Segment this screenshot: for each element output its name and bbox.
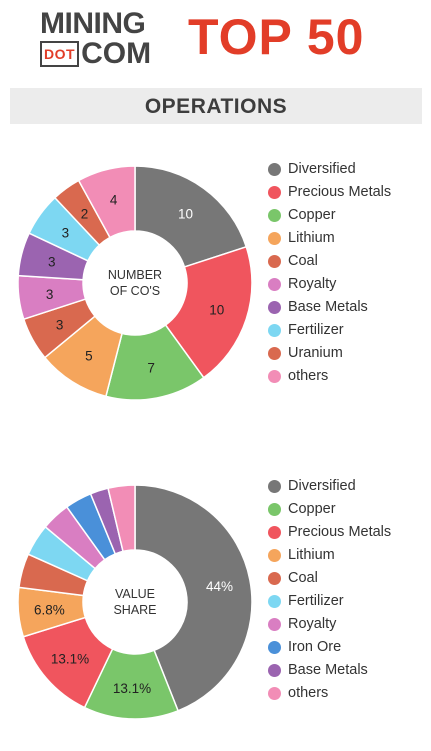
data-label-fertilizer: 3 xyxy=(62,225,70,240)
value-share-legend: Diversified Copper Precious Metals Lithium C… xyxy=(268,477,428,707)
legend-item-uranium: Uranium xyxy=(268,344,428,362)
donut-center xyxy=(83,550,187,654)
legend-label: Uranium xyxy=(288,345,343,361)
legend-swatch xyxy=(268,595,281,608)
legend-item-others: others xyxy=(268,367,428,385)
data-label-uranium: 2 xyxy=(81,206,89,221)
legend-item-coal: Coal xyxy=(268,252,428,270)
center-label-line: OF CO'S xyxy=(110,284,160,298)
header: MINING DOT COM TOP 50 xyxy=(0,0,431,80)
legend-item-base-metals: Base Metals xyxy=(268,298,428,316)
legend-item-others: others xyxy=(268,684,428,702)
data-label-copper: 7 xyxy=(147,360,155,375)
logo-dot-box: DOT xyxy=(40,41,80,67)
legend-label: Precious Metals xyxy=(288,524,392,540)
data-label-lithium: 5 xyxy=(85,349,93,364)
legend-label: others xyxy=(288,368,329,384)
legend-item-base-metals: Base Metals xyxy=(268,661,428,679)
legend-swatch xyxy=(268,526,281,539)
legend-swatch xyxy=(268,301,281,314)
legend-item-precious-metals: Precious Metals xyxy=(268,523,428,541)
legend-swatch xyxy=(268,278,281,291)
center-label-line: NUMBER xyxy=(108,268,162,282)
legend-swatch xyxy=(268,232,281,245)
legend-swatch xyxy=(268,641,281,654)
logo-mining-text: MINING xyxy=(40,7,146,40)
data-label-diversified: 10 xyxy=(178,206,193,221)
legend-swatch xyxy=(268,480,281,493)
legend-item-fertilizer: Fertilizer xyxy=(268,592,428,610)
legend-swatch xyxy=(268,664,281,677)
legend-item-fertilizer: Fertilizer xyxy=(268,321,428,339)
data-label-precious-metals: 13.1% xyxy=(51,651,89,666)
legend-swatch xyxy=(268,255,281,268)
data-label-precious-metals: 10 xyxy=(209,303,224,318)
data-label-copper: 13.1% xyxy=(113,681,151,696)
legend-label: Lithium xyxy=(288,547,335,563)
donut-center xyxy=(83,231,187,335)
legend-swatch xyxy=(268,324,281,337)
legend-swatch xyxy=(268,687,281,700)
legend-item-diversified: Diversified xyxy=(268,160,428,178)
legend-label: others xyxy=(288,685,329,701)
legend-label: Fertilizer xyxy=(288,593,344,609)
logo-com-text: COM xyxy=(81,37,152,70)
legend-swatch xyxy=(268,370,281,383)
legend-label: Coal xyxy=(288,253,318,269)
legend-label: Precious Metals xyxy=(288,184,392,200)
legend-label: Copper xyxy=(288,501,336,517)
legend-item-royalty: Royalty xyxy=(268,615,428,633)
number-of-companies-legend: Diversified Precious Metals Copper Lithium C… xyxy=(268,160,428,390)
center-label-line: VALUE xyxy=(115,587,155,601)
legend-swatch xyxy=(268,163,281,176)
legend-label: Base Metals xyxy=(288,299,368,315)
data-label-coal: 3 xyxy=(56,317,64,332)
data-label-others: 4 xyxy=(110,193,118,208)
data-label-base-metals: 3 xyxy=(48,255,56,270)
data-label-royalty: 3 xyxy=(46,287,54,302)
legend-item-royalty: Royalty xyxy=(268,275,428,293)
legend-swatch xyxy=(268,572,281,585)
legend-item-diversified: Diversified xyxy=(268,477,428,495)
legend-swatch xyxy=(268,347,281,360)
legend-label: Coal xyxy=(288,570,318,586)
legend-item-lithium: Lithium xyxy=(268,546,428,564)
legend-item-coal: Coal xyxy=(268,569,428,587)
legend-label: Royalty xyxy=(288,276,337,292)
data-label-diversified: 44% xyxy=(206,579,233,594)
legend-label: Diversified xyxy=(288,161,356,177)
legend-item-iron-ore: Iron Ore xyxy=(268,638,428,656)
section-title: OPERATIONS xyxy=(10,88,422,124)
legend-swatch xyxy=(268,503,281,516)
legend-label: Royalty xyxy=(288,616,337,632)
mining-dot-com-logo[interactable]: MINING DOT COM xyxy=(40,9,170,69)
legend-swatch xyxy=(268,186,281,199)
data-label-lithium: 6.8% xyxy=(34,603,65,618)
legend-item-lithium: Lithium xyxy=(268,229,428,247)
legend-swatch xyxy=(268,549,281,562)
page-title: TOP 50 xyxy=(188,9,365,65)
legend-swatch xyxy=(268,209,281,222)
legend-swatch xyxy=(268,618,281,631)
legend-label: Fertilizer xyxy=(288,322,344,338)
legend-item-copper: Copper xyxy=(268,500,428,518)
center-label-line: SHARE xyxy=(113,603,156,617)
legend-label: Copper xyxy=(288,207,336,223)
value-share-donut-chart: 44% 13.1% 13.1% 6.8% VALUE SHARE xyxy=(17,484,253,720)
legend-label: Iron Ore xyxy=(288,639,342,655)
legend-label: Base Metals xyxy=(288,662,368,678)
legend-item-copper: Copper xyxy=(268,206,428,224)
legend-label: Diversified xyxy=(288,478,356,494)
logo-bottom-row: DOT COM xyxy=(40,39,151,69)
legend-label: Lithium xyxy=(288,230,335,246)
legend-item-precious-metals: Precious Metals xyxy=(268,183,428,201)
